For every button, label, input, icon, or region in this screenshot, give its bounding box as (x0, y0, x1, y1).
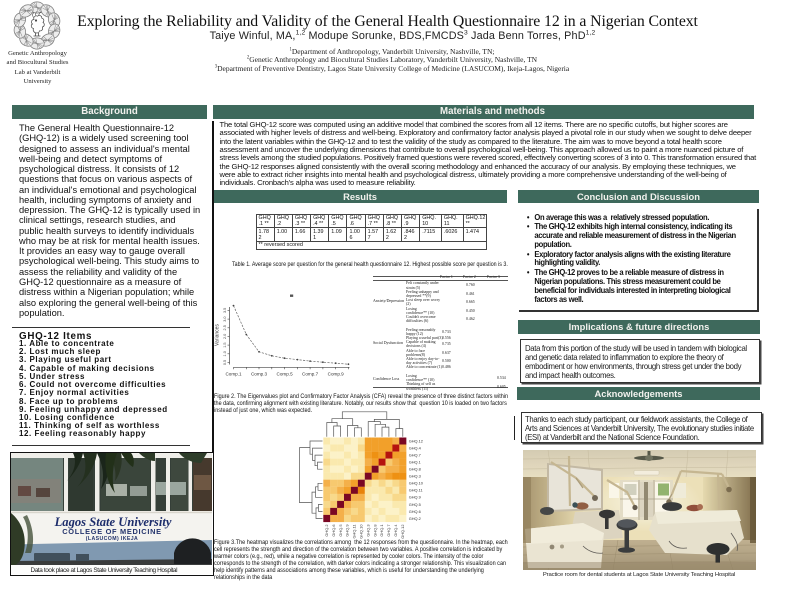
svg-text:GHQ.6: GHQ.6 (331, 525, 336, 537)
svg-text:Comp.7: Comp.7 (302, 372, 319, 377)
svg-text:GHQ.3: GHQ.3 (365, 525, 370, 537)
svg-text:GHQ.4: GHQ.4 (393, 524, 398, 537)
svg-text:GHQ.9: GHQ.9 (409, 495, 421, 500)
svg-text:2.0: 2.0 (223, 334, 227, 339)
svg-text:1.0: 1.0 (223, 351, 227, 356)
svg-text:GHQ.8: GHQ.8 (372, 525, 377, 537)
svg-text:GHQ.1: GHQ.1 (379, 525, 384, 537)
svg-text:GHQ.10: GHQ.10 (359, 524, 364, 539)
svg-text:GHQ.5: GHQ.5 (409, 502, 421, 507)
svg-text:Comp.9: Comp.9 (328, 372, 345, 377)
svg-text:GHQ.1: GHQ.1 (409, 460, 421, 465)
svg-text:GHQ.11: GHQ.11 (409, 488, 423, 493)
svg-text:GHQ.12: GHQ.12 (400, 525, 405, 539)
svg-text:GHQ.7: GHQ.7 (409, 453, 421, 458)
svg-text:GHQ.9: GHQ.9 (345, 525, 350, 537)
svg-text:GHQ.10: GHQ.10 (409, 481, 424, 486)
svg-text:Data took place at Lagos State: Data took place at Lagos State Universit… (31, 567, 178, 574)
svg-text:Comp.1: Comp.1 (225, 372, 242, 377)
svg-text:0.5: 0.5 (223, 360, 227, 365)
svg-text:1.5: 1.5 (223, 342, 227, 347)
svg-text:COLLEGE OF MEDICINE: COLLEGE OF MEDICINE (62, 527, 162, 536)
svg-text:GHQ.5: GHQ.5 (338, 525, 343, 537)
svg-text:GHQ.2: GHQ.2 (324, 525, 329, 537)
svg-text:GHQ.2: GHQ.2 (409, 516, 421, 521)
svg-text:Lagos State University: Lagos State University (54, 515, 172, 529)
svg-text:3.5: 3.5 (223, 308, 227, 313)
svg-text:3.0: 3.0 (223, 316, 227, 321)
svg-text:GHQ.4: GHQ.4 (409, 446, 422, 451)
svg-text:2.5: 2.5 (223, 325, 227, 330)
svg-text:GHQ.3: GHQ.3 (409, 474, 421, 479)
svg-text:(LASUCOM) IKEJA: (LASUCOM) IKEJA (86, 536, 138, 542)
svg-text:GHQ.7: GHQ.7 (386, 525, 391, 537)
svg-text:GHQ.6: GHQ.6 (409, 509, 421, 514)
svg-text:Variances: Variances (215, 324, 221, 346)
svg-text:Comp.5: Comp.5 (277, 372, 294, 377)
svg-text:Comp.3: Comp.3 (251, 372, 268, 377)
svg-text:GHQ.11: GHQ.11 (352, 525, 357, 539)
svg-text:GHQ.12: GHQ.12 (409, 438, 423, 443)
svg-text:GHQ.8: GHQ.8 (409, 467, 421, 472)
